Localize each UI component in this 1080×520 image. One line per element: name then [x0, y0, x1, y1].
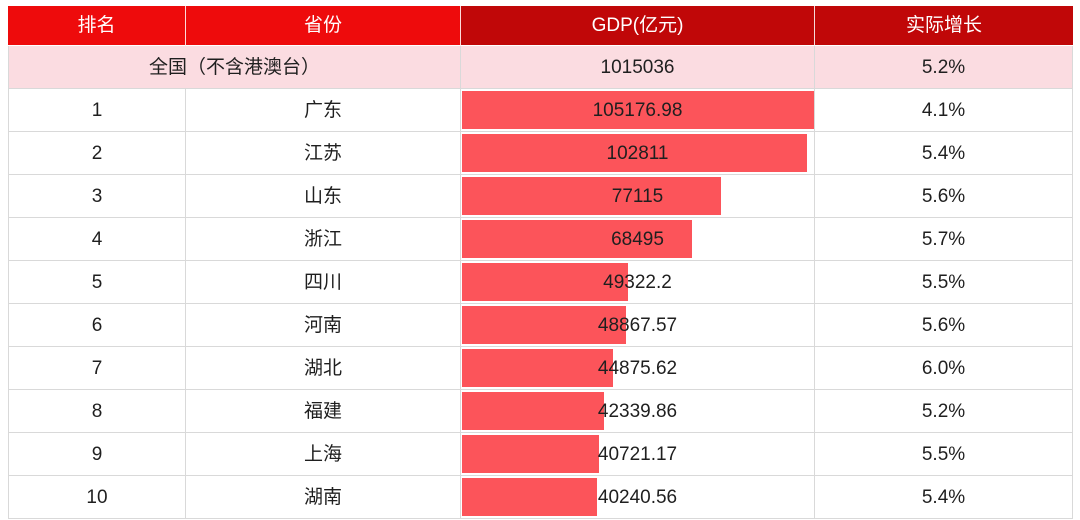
gdp-value: 42339.86 — [597, 400, 678, 422]
province-cell: 江苏 — [186, 132, 461, 175]
gdp-cell: 102811 — [461, 132, 815, 175]
rank-cell: 5 — [8, 261, 186, 304]
table-row: 8 福建 42339.86 5.2% — [8, 390, 1073, 433]
province-cell: 广东 — [186, 89, 461, 132]
gdp-bar — [462, 91, 814, 129]
rank-cell: 1 — [8, 89, 186, 132]
rank-cell: 7 — [8, 347, 186, 390]
province-cell: 浙江 — [186, 218, 461, 261]
gdp-value: 105176.98 — [592, 99, 683, 121]
rank-cell: 8 — [8, 390, 186, 433]
growth-cell: 5.6% — [815, 304, 1073, 347]
growth-cell: 4.1% — [815, 89, 1073, 132]
province-cell: 四川 — [186, 261, 461, 304]
table-row: 7 湖北 44875.62 6.0% — [8, 347, 1073, 390]
table-row: 2 江苏 102811 5.4% — [8, 132, 1073, 175]
national-label-cell: 全国（不含港澳台） — [8, 46, 461, 89]
rank-cell: 9 — [8, 433, 186, 476]
gdp-cell: 49322.2 — [461, 261, 815, 304]
growth-cell: 5.6% — [815, 175, 1073, 218]
gdp-cell: 48867.57 — [461, 304, 815, 347]
growth-cell: 6.0% — [815, 347, 1073, 390]
growth-cell: 5.5% — [815, 433, 1073, 476]
growth-cell: 5.4% — [815, 132, 1073, 175]
gdp-cell: 105176.98 — [461, 89, 815, 132]
province-cell: 河南 — [186, 304, 461, 347]
col-header-gdp: GDP(亿元) — [461, 6, 815, 46]
national-total-row: 全国（不含港澳台） 1015036 5.2% — [8, 46, 1073, 89]
gdp-table: 排名 省份 GDP(亿元) 实际增长 全国（不含港澳台） 1015036 5.2… — [8, 6, 1073, 519]
table-row: 4 浙江 68495 5.7% — [8, 218, 1073, 261]
province-cell: 福建 — [186, 390, 461, 433]
table-row: 5 四川 49322.2 5.5% — [8, 261, 1073, 304]
table-header-row: 排名 省份 GDP(亿元) 实际增长 — [8, 6, 1073, 46]
rank-cell: 3 — [8, 175, 186, 218]
gdp-bar — [462, 435, 599, 473]
gdp-cell: 68495 — [461, 218, 815, 261]
gdp-value: 49322.2 — [603, 271, 672, 293]
gdp-cell: 40240.56 — [461, 476, 815, 519]
gdp-bar — [462, 263, 628, 301]
growth-cell: 5.5% — [815, 261, 1073, 304]
gdp-value: 40721.17 — [597, 443, 678, 465]
gdp-bar — [462, 392, 605, 430]
rank-cell: 2 — [8, 132, 186, 175]
gdp-cell: 77115 — [461, 175, 815, 218]
gdp-value: 40240.56 — [597, 486, 678, 508]
gdp-bar — [462, 177, 721, 215]
table-row: 9 上海 40721.17 5.5% — [8, 433, 1073, 476]
rank-cell: 4 — [8, 218, 186, 261]
col-header-province: 省份 — [186, 6, 461, 46]
province-cell: 湖北 — [186, 347, 461, 390]
gdp-bar — [462, 134, 808, 172]
table-row: 6 河南 48867.57 5.6% — [8, 304, 1073, 347]
gdp-value: 77115 — [611, 185, 664, 207]
gdp-value: 102811 — [606, 142, 669, 164]
gdp-cell: 44875.62 — [461, 347, 815, 390]
gdp-value: 44875.62 — [597, 357, 678, 379]
province-cell: 上海 — [186, 433, 461, 476]
growth-cell: 5.2% — [815, 390, 1073, 433]
province-cell: 山东 — [186, 175, 461, 218]
national-gdp-cell: 1015036 — [461, 46, 815, 89]
rank-cell: 10 — [8, 476, 186, 519]
growth-cell: 5.4% — [815, 476, 1073, 519]
table-row: 3 山东 77115 5.6% — [8, 175, 1073, 218]
table-row: 10 湖南 40240.56 5.4% — [8, 476, 1073, 519]
gdp-bar — [462, 349, 613, 387]
gdp-value: 48867.57 — [597, 314, 678, 336]
gdp-cell: 42339.86 — [461, 390, 815, 433]
national-growth-cell: 5.2% — [815, 46, 1073, 89]
gdp-value: 68495 — [611, 228, 664, 250]
gdp-bar — [462, 306, 626, 344]
col-header-rank: 排名 — [8, 6, 186, 46]
rank-cell: 6 — [8, 304, 186, 347]
growth-cell: 5.7% — [815, 218, 1073, 261]
gdp-cell: 40721.17 — [461, 433, 815, 476]
province-cell: 湖南 — [186, 476, 461, 519]
gdp-bar — [462, 220, 692, 258]
table-row: 1 广东 105176.98 4.1% — [8, 89, 1073, 132]
col-header-growth: 实际增长 — [815, 6, 1073, 46]
gdp-bar — [462, 478, 598, 516]
